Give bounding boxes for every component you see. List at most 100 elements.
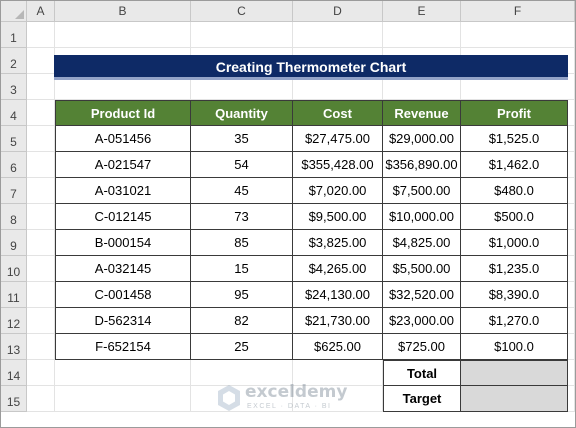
table-cell[interactable]: $1,000.0: [461, 230, 568, 256]
table-cell[interactable]: $625.00: [293, 334, 383, 360]
cell[interactable]: [383, 22, 461, 48]
select-all-corner[interactable]: [1, 1, 27, 22]
row-header-7[interactable]: 7: [1, 178, 27, 204]
table-cell[interactable]: B-000154: [55, 230, 191, 256]
row-header-14[interactable]: 14: [1, 360, 27, 386]
table-cell[interactable]: A-021547: [55, 152, 191, 178]
cell[interactable]: [55, 22, 191, 48]
table-cell[interactable]: $29,000.00: [383, 126, 461, 152]
table-cell[interactable]: $10,000.00: [383, 204, 461, 230]
row-header-2[interactable]: 2: [1, 48, 27, 74]
table-cell[interactable]: $1,235.0: [461, 256, 568, 282]
row-header-8[interactable]: 8: [1, 204, 27, 230]
cell[interactable]: [27, 386, 55, 412]
row-header-10[interactable]: 10: [1, 256, 27, 282]
table-cell[interactable]: $27,475.00: [293, 126, 383, 152]
row-header-6[interactable]: 6: [1, 152, 27, 178]
cell[interactable]: [27, 74, 55, 100]
table-cell[interactable]: $24,130.00: [293, 282, 383, 308]
table-cell[interactable]: $4,265.00: [293, 256, 383, 282]
table-cell[interactable]: F-652154: [55, 334, 191, 360]
table-cell[interactable]: $5,500.00: [383, 256, 461, 282]
cell[interactable]: [461, 22, 575, 48]
cell[interactable]: [27, 22, 55, 48]
cost-header[interactable]: Cost: [293, 100, 383, 126]
row-header-12[interactable]: 12: [1, 308, 27, 334]
cell[interactable]: [27, 152, 55, 178]
table-cell[interactable]: $4,825.00: [383, 230, 461, 256]
cell[interactable]: [293, 22, 383, 48]
table-cell[interactable]: D-562314: [55, 308, 191, 334]
table-cell[interactable]: $1,462.0: [461, 152, 568, 178]
column-header-d[interactable]: D: [293, 1, 383, 22]
table-cell[interactable]: $1,270.0: [461, 308, 568, 334]
cell[interactable]: [191, 22, 293, 48]
row-header-5[interactable]: 5: [1, 126, 27, 152]
row-header-3[interactable]: 3: [1, 74, 27, 100]
table-cell[interactable]: 35: [191, 126, 293, 152]
total-label[interactable]: Total: [383, 360, 461, 386]
table-cell[interactable]: $8,390.0: [461, 282, 568, 308]
cell[interactable]: [27, 256, 55, 282]
table-cell[interactable]: 73: [191, 204, 293, 230]
cell[interactable]: [27, 126, 55, 152]
table-cell[interactable]: $7,500.00: [383, 178, 461, 204]
row-header-1[interactable]: 1: [1, 22, 27, 48]
cell[interactable]: [461, 74, 575, 100]
table-cell[interactable]: C-012145: [55, 204, 191, 230]
cell[interactable]: [27, 360, 55, 386]
revenue-header[interactable]: Revenue: [383, 100, 461, 126]
table-cell[interactable]: C-001458: [55, 282, 191, 308]
table-cell[interactable]: 45: [191, 178, 293, 204]
column-header-e[interactable]: E: [383, 1, 461, 22]
cell[interactable]: [27, 100, 55, 126]
cell[interactable]: [293, 74, 383, 100]
table-cell[interactable]: $3,825.00: [293, 230, 383, 256]
table-cell[interactable]: $9,500.00: [293, 204, 383, 230]
row-header-11[interactable]: 11: [1, 282, 27, 308]
cell[interactable]: [191, 360, 293, 386]
row-header-15[interactable]: 15: [1, 386, 27, 412]
cell[interactable]: [27, 178, 55, 204]
profit-header[interactable]: Profit: [461, 100, 568, 126]
total-value-cell[interactable]: [461, 360, 568, 386]
table-cell[interactable]: $480.0: [461, 178, 568, 204]
cell[interactable]: [293, 360, 383, 386]
row-header-4[interactable]: 4: [1, 100, 27, 126]
quantity-header[interactable]: Quantity: [191, 100, 293, 126]
product-id-header[interactable]: Product Id: [55, 100, 191, 126]
table-cell[interactable]: A-051456: [55, 126, 191, 152]
cell[interactable]: [383, 74, 461, 100]
cell[interactable]: [27, 282, 55, 308]
row-header-13[interactable]: 13: [1, 334, 27, 360]
table-cell[interactable]: 25: [191, 334, 293, 360]
table-cell[interactable]: 15: [191, 256, 293, 282]
table-cell[interactable]: $100.0: [461, 334, 568, 360]
table-cell[interactable]: 95: [191, 282, 293, 308]
table-cell[interactable]: A-031021: [55, 178, 191, 204]
column-header-f[interactable]: F: [461, 1, 575, 22]
table-cell[interactable]: $23,000.00: [383, 308, 461, 334]
cell[interactable]: [55, 360, 191, 386]
cell[interactable]: [27, 48, 55, 74]
table-cell[interactable]: $725.00: [383, 334, 461, 360]
table-cell[interactable]: $355,428.00: [293, 152, 383, 178]
column-header-b[interactable]: B: [55, 1, 191, 22]
table-cell[interactable]: $1,525.0: [461, 126, 568, 152]
row-header-9[interactable]: 9: [1, 230, 27, 256]
table-cell[interactable]: 85: [191, 230, 293, 256]
target-value-cell[interactable]: [461, 386, 568, 412]
table-cell[interactable]: $21,730.00: [293, 308, 383, 334]
column-header-a[interactable]: A: [27, 1, 55, 22]
table-cell[interactable]: 82: [191, 308, 293, 334]
table-cell[interactable]: 54: [191, 152, 293, 178]
cell[interactable]: [191, 74, 293, 100]
target-label[interactable]: Target: [383, 386, 461, 412]
table-cell[interactable]: $500.0: [461, 204, 568, 230]
table-cell[interactable]: $32,520.00: [383, 282, 461, 308]
column-header-c[interactable]: C: [191, 1, 293, 22]
sheet-title[interactable]: Creating Thermometer Chart: [54, 55, 568, 80]
table-cell[interactable]: $7,020.00: [293, 178, 383, 204]
cell[interactable]: [191, 386, 293, 412]
table-cell[interactable]: $356,890.00: [383, 152, 461, 178]
